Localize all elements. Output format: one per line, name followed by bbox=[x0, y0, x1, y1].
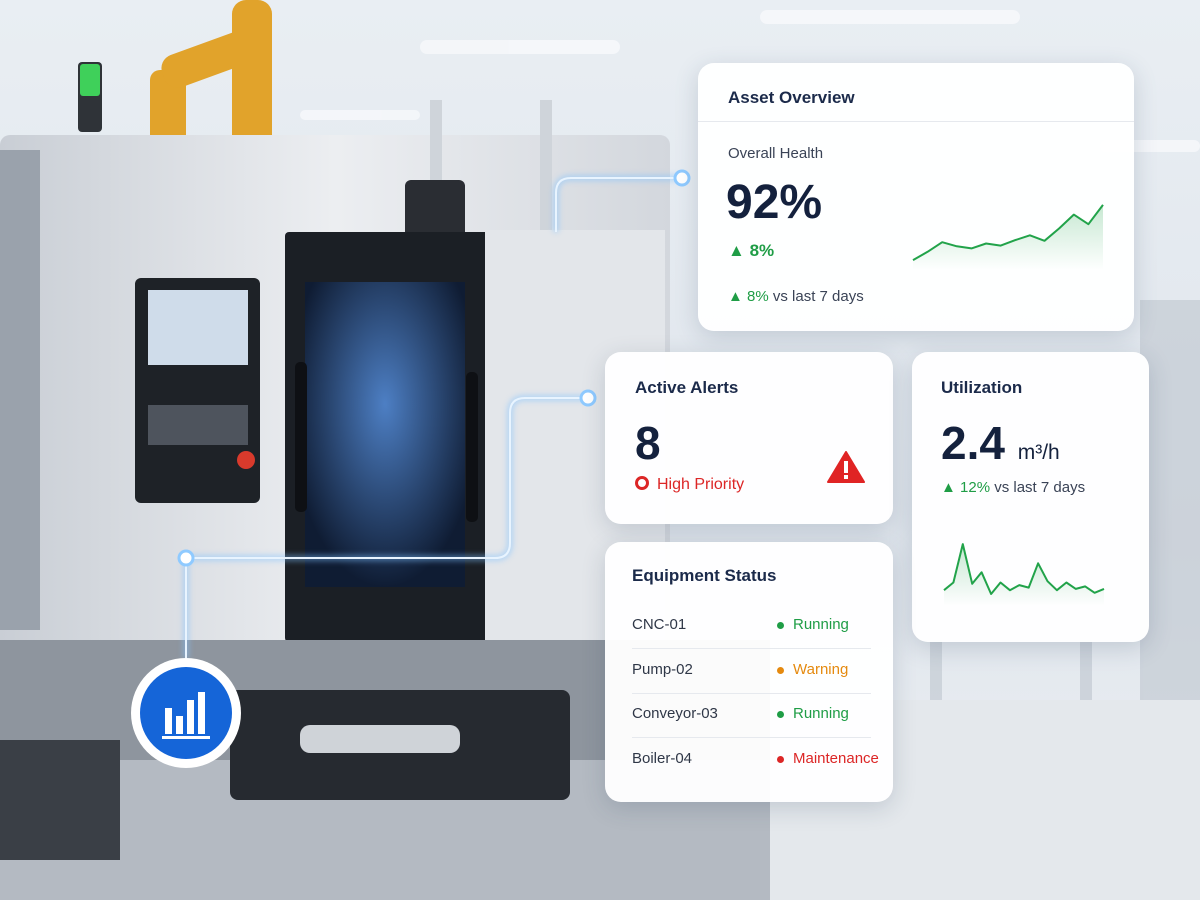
equipment-name: Conveyor-03 bbox=[632, 705, 718, 722]
sparkline-line bbox=[943, 543, 1105, 595]
priority: High Priority bbox=[635, 476, 744, 494]
status-dot bbox=[777, 666, 784, 674]
health-value: 92% bbox=[726, 176, 823, 229]
status-dot bbox=[777, 622, 784, 629]
card-title: Active Alerts bbox=[635, 378, 739, 397]
trend-text: vs last 7 days bbox=[772, 288, 864, 305]
status-row: Pump-02 Warning bbox=[632, 649, 871, 694]
priority-dot bbox=[635, 476, 649, 490]
status-row: Boiler-04 Maintenance bbox=[632, 738, 879, 782]
equipment-status-card: Equipment Status CNC-01 Running Pump-02 War… bbox=[605, 542, 893, 802]
status-text: Warning bbox=[793, 660, 849, 678]
status-text: Running bbox=[793, 616, 849, 633]
card-title: Utilization bbox=[941, 378, 1023, 397]
trend: ▲ 12% vs last 7 days bbox=[941, 479, 1085, 496]
utilization-card: Utilization 2.4 m³/h ▲ 12% vs last 7 day… bbox=[912, 352, 1149, 642]
status: Running bbox=[777, 616, 849, 633]
status: Warning bbox=[777, 661, 848, 678]
trend-number: 8% bbox=[747, 288, 769, 305]
status-text: Maintenance bbox=[793, 749, 879, 767]
utilization-value: 2.4 m³/h bbox=[941, 416, 1060, 470]
warning-icon bbox=[827, 451, 865, 483]
equipment-name: CNC-01 bbox=[632, 616, 687, 633]
sparkline-area bbox=[913, 204, 1103, 270]
trend-text: vs last 7 days bbox=[994, 479, 1086, 496]
active-alerts-card: Active Alerts 8 High Priority bbox=[605, 352, 893, 524]
status-text: Running bbox=[793, 705, 849, 722]
priority-text: High Priority bbox=[657, 476, 745, 493]
status-row: Conveyor-03 Running bbox=[632, 693, 871, 738]
delta-value: 8% bbox=[749, 241, 775, 260]
equipment-name: Pump-02 bbox=[632, 660, 693, 678]
card-title: Asset Overview bbox=[728, 88, 855, 107]
utilization-number: 2.4 bbox=[941, 417, 1005, 469]
trend-value: ▲ 8% bbox=[728, 288, 769, 305]
unit: m³/h bbox=[1017, 441, 1060, 464]
asset-overview-card: Asset Overview Overall Health 92% ▲ 8% ▲… bbox=[698, 63, 1134, 331]
metric-label: Overall Health bbox=[728, 145, 824, 162]
trend-value: ▲ 12% bbox=[941, 479, 991, 496]
status-row: CNC-01 Running bbox=[632, 604, 871, 649]
status: Maintenance bbox=[777, 750, 879, 767]
sparkline bbox=[943, 543, 1105, 606]
card-title: Equipment Status bbox=[632, 566, 777, 585]
status: Running bbox=[777, 705, 849, 722]
divider bbox=[698, 121, 1134, 122]
delta: ▲ 8% bbox=[728, 241, 775, 260]
sparkline-line bbox=[912, 204, 1104, 261]
sparkline-area bbox=[944, 544, 1104, 606]
status-dot bbox=[777, 755, 784, 763]
trend: ▲ 8% vs last 7 days bbox=[728, 288, 864, 305]
status-dot bbox=[777, 711, 784, 718]
sparkline bbox=[912, 204, 1104, 270]
equipment-name: Boiler-04 bbox=[632, 749, 693, 767]
alerts-value: 8 bbox=[635, 417, 661, 469]
trend-number: 12% bbox=[960, 479, 991, 496]
